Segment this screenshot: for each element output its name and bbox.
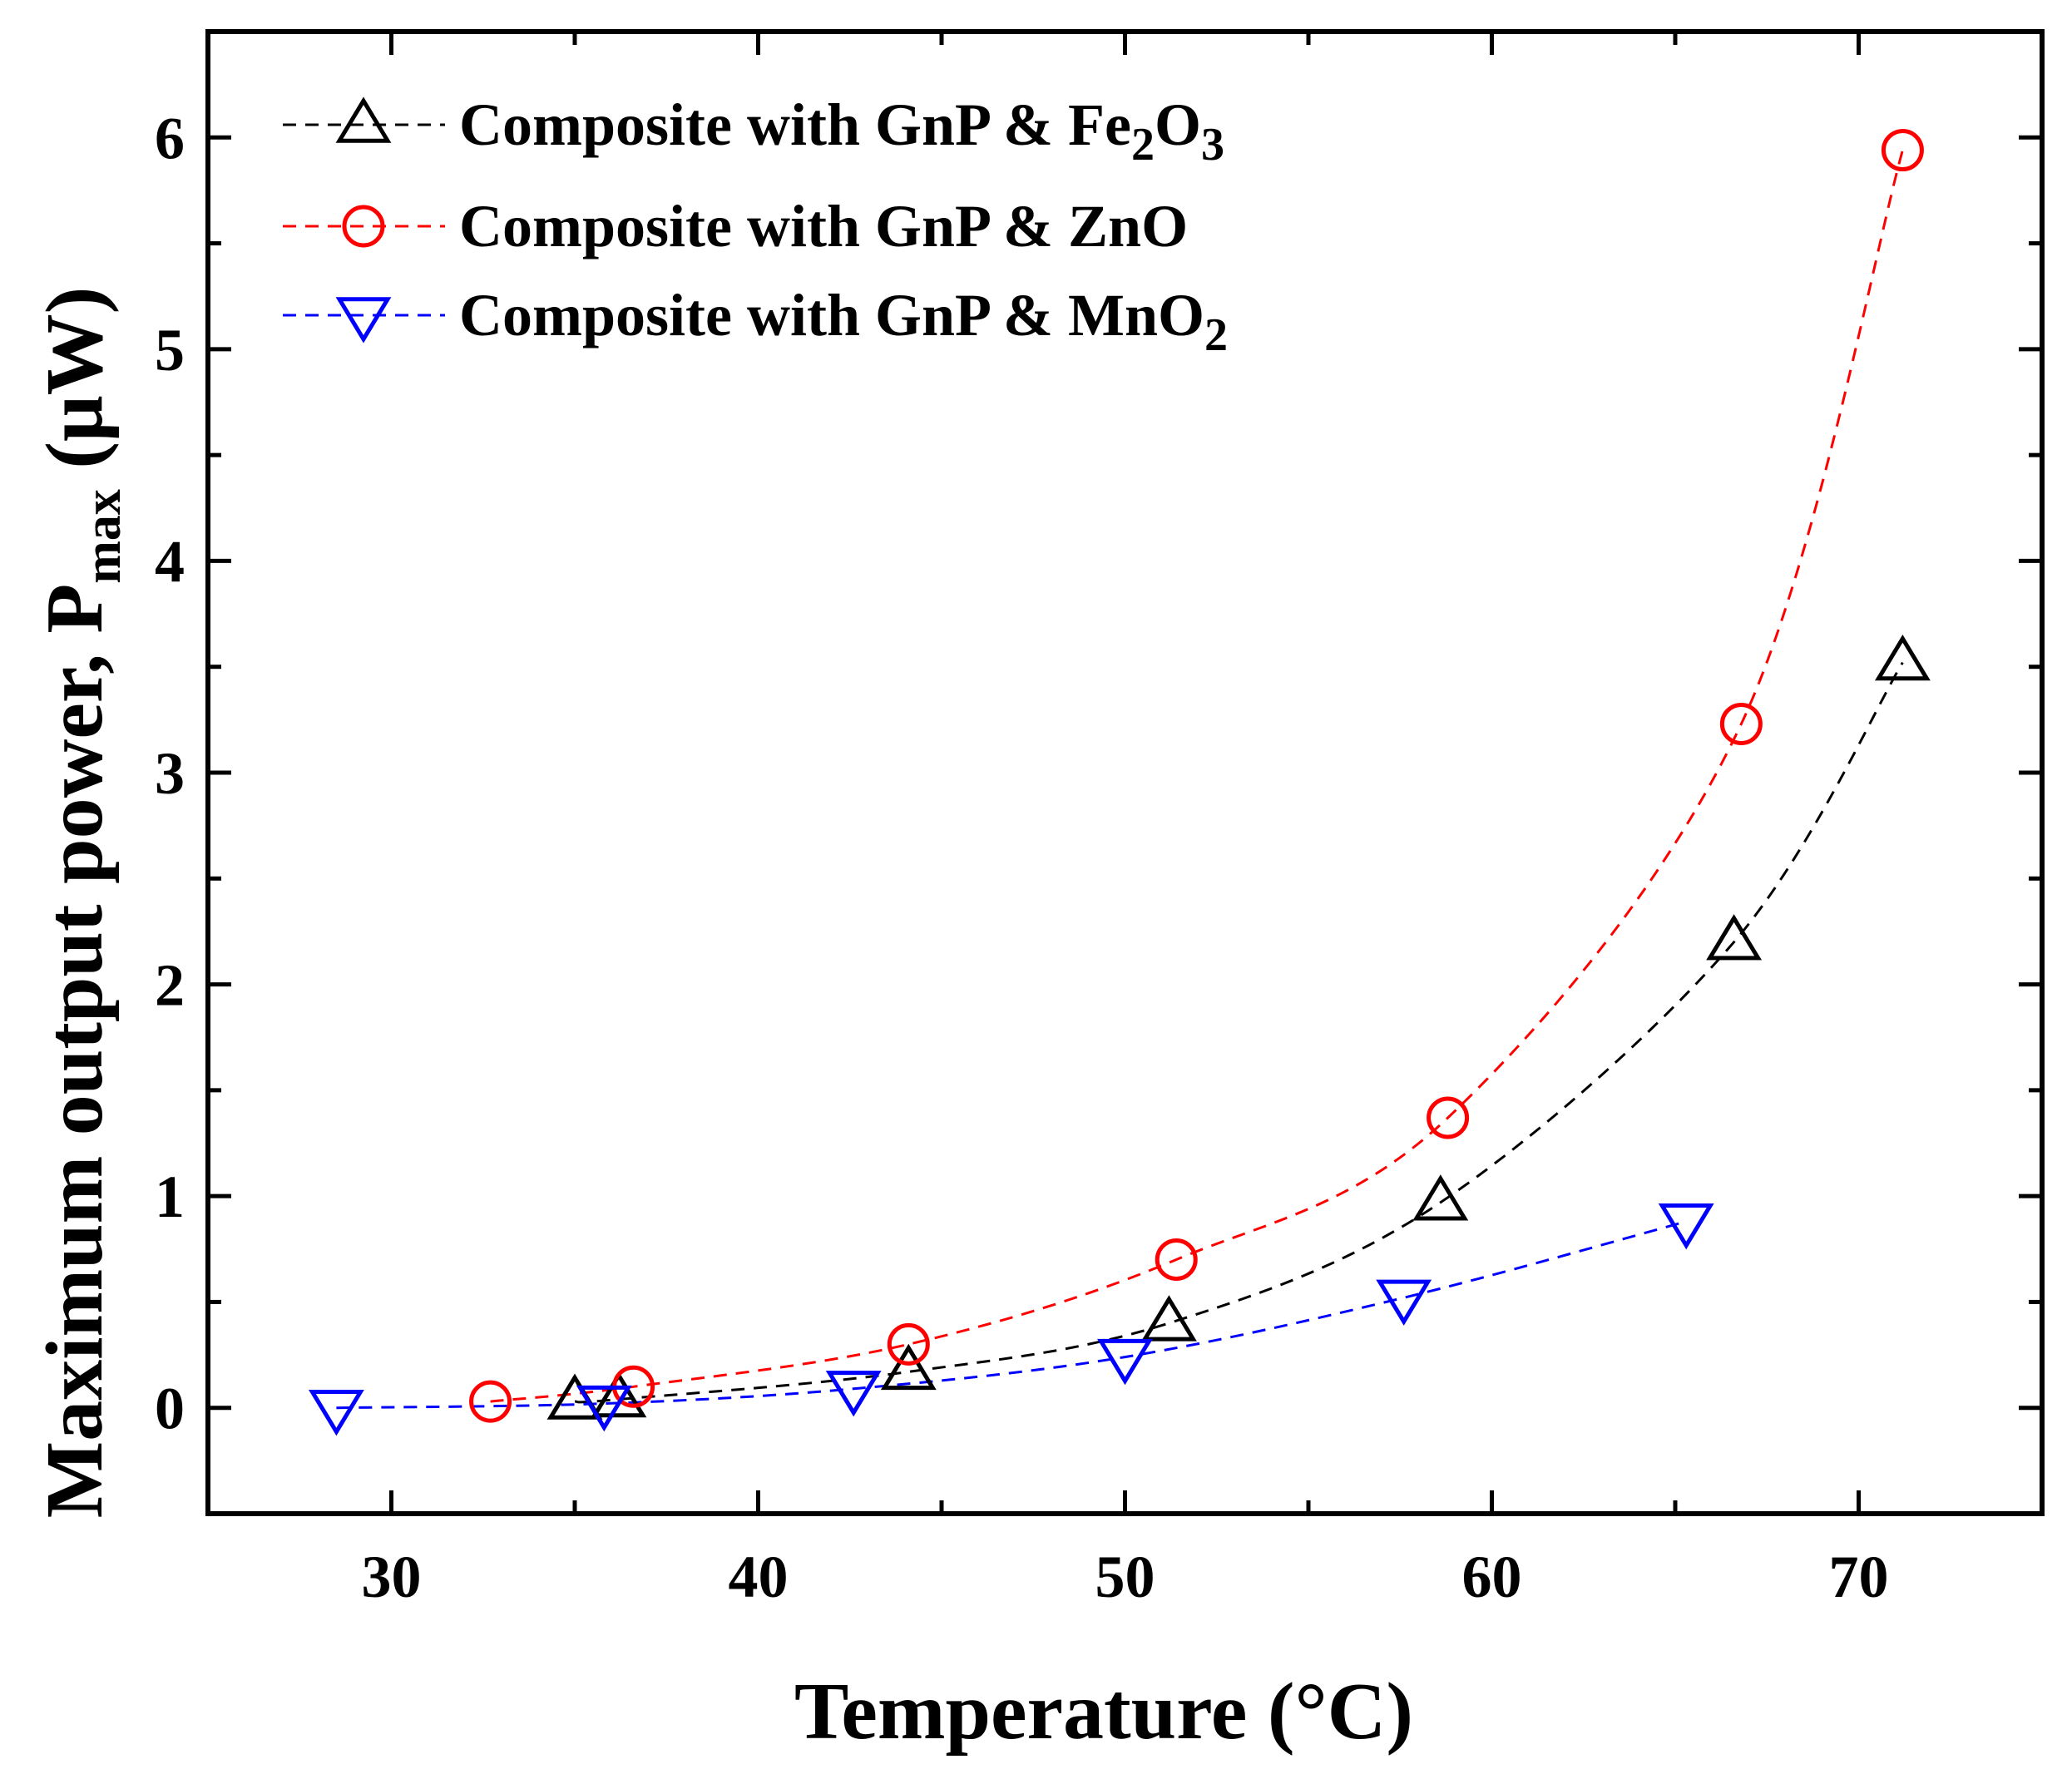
- series-line-1: [574, 661, 1904, 1404]
- y-axis-title-unit: (μW): [30, 287, 120, 489]
- legend-label-text: Composite with GnP & ZnO: [459, 193, 1188, 259]
- y-axis-title: Maximum output power, Pmax (μW): [30, 287, 131, 1518]
- data-point-series-2: [1427, 1096, 1470, 1139]
- data-point-series-2: [1881, 129, 1924, 172]
- y-tick-label: 0: [155, 1376, 185, 1442]
- legend-marker-2: [342, 205, 385, 248]
- x-axis-title: Temperature (°C): [794, 1667, 1413, 1757]
- legend-label-1: Composite with GnP & Fe2O3: [459, 91, 1224, 170]
- legend-label-subscript: 2: [1131, 119, 1155, 170]
- data-point-series-1: [591, 1371, 647, 1418]
- series-line-2: [490, 150, 1904, 1403]
- legend-marker-3: [335, 297, 392, 343]
- data-point-series-1: [1140, 1295, 1197, 1342]
- data-point-series-1: [1874, 634, 1931, 681]
- legend-label-text: Composite with GnP & MnO: [459, 282, 1204, 348]
- data-point-series-3: [576, 1385, 632, 1432]
- x-tick-label: 60: [1462, 1544, 1522, 1610]
- y-axis-title-subscript: max: [75, 489, 131, 584]
- data-point-series-3: [1658, 1203, 1714, 1250]
- y-tick-label: 5: [155, 317, 185, 383]
- legend-label-text: Composite with GnP & Fe: [459, 91, 1131, 158]
- data-point-series-3: [308, 1390, 364, 1436]
- data-point-series-2: [469, 1380, 512, 1423]
- series-markers: [308, 129, 1931, 1436]
- legend-label-text: O: [1155, 91, 1201, 158]
- x-tick-label: 50: [1095, 1544, 1155, 1610]
- data-point-series-2: [1719, 702, 1763, 745]
- data-point-series-1: [880, 1343, 937, 1391]
- y-tick-label: 2: [155, 952, 185, 1019]
- y-tick-label: 3: [155, 740, 185, 807]
- series-lines: [336, 150, 1904, 1410]
- y-tick-label: 1: [155, 1164, 185, 1230]
- data-point-series-2: [1155, 1238, 1198, 1282]
- data-point-series-1: [1706, 914, 1763, 961]
- legend-label-3: Composite with GnP & MnO2: [459, 282, 1228, 361]
- x-tick-label: 70: [1829, 1544, 1889, 1610]
- y-tick-label: 6: [155, 105, 185, 171]
- data-point-series-3: [1097, 1338, 1153, 1386]
- data-point-series-3: [1376, 1279, 1432, 1326]
- x-tick-label: 40: [729, 1544, 789, 1610]
- x-tick-label: 30: [362, 1544, 422, 1610]
- data-point-series-3: [825, 1371, 882, 1417]
- legend-label-subscript: 2: [1204, 309, 1228, 361]
- y-tick-label: 4: [155, 528, 185, 595]
- data-point-series-2: [887, 1322, 930, 1366]
- y-axis-title-main: Maximum output power, P: [30, 584, 120, 1518]
- legend-label-2: Composite with GnP & ZnO: [459, 193, 1188, 259]
- data-point-series-1: [1412, 1174, 1469, 1221]
- legend-marker-1: [335, 96, 392, 143]
- legend-label-subscript: 3: [1201, 119, 1224, 170]
